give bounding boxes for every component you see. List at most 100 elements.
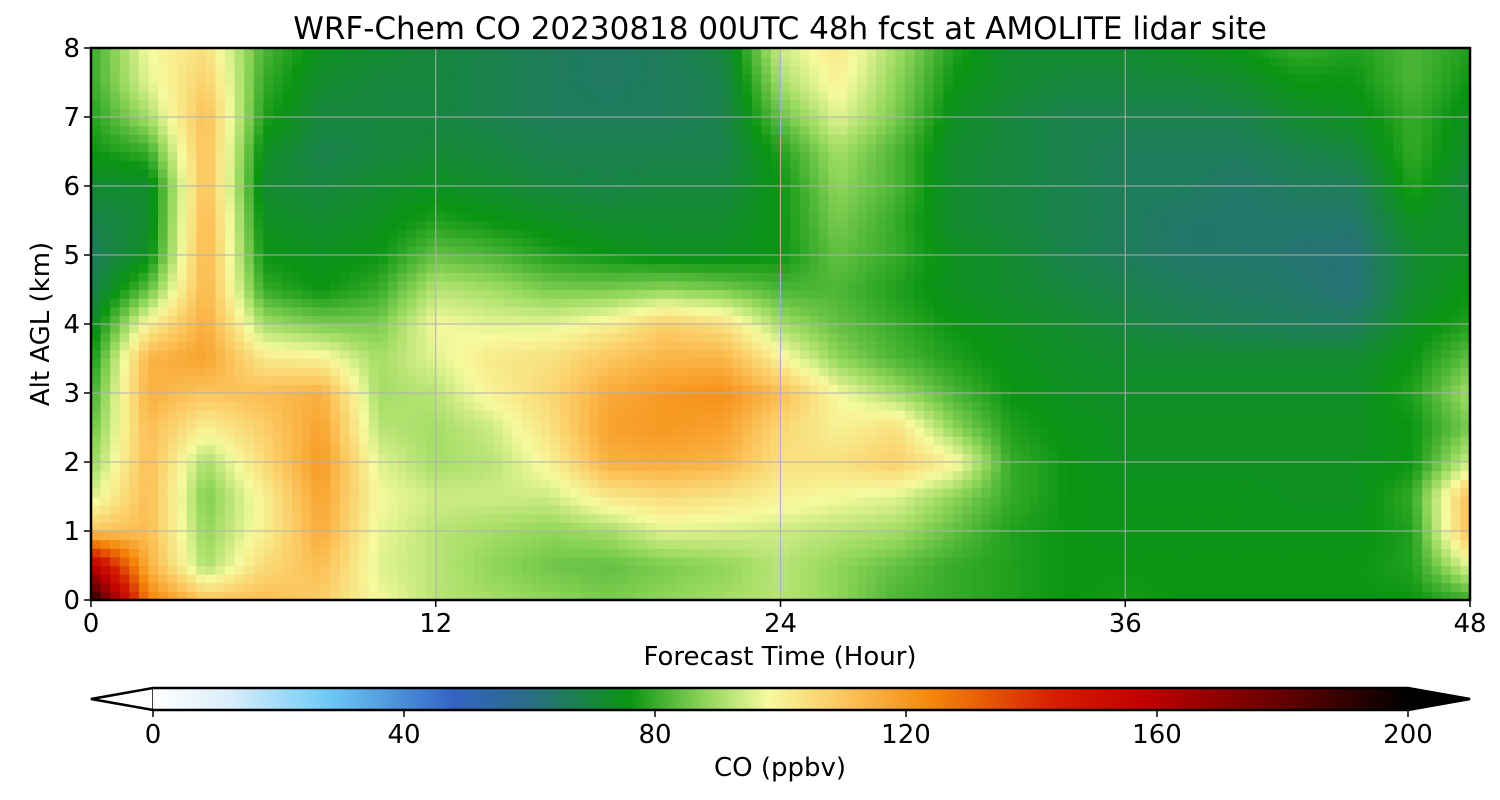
- heatmap-cell: [684, 91, 695, 101]
- heatmap-cell: [474, 522, 485, 532]
- heatmap-cell: [732, 237, 743, 247]
- heatmap-cell: [761, 298, 772, 308]
- heatmap-cell: [177, 332, 188, 342]
- heatmap-cell: [512, 160, 523, 170]
- heatmap-cell: [196, 255, 207, 265]
- heatmap-cell: [368, 108, 379, 118]
- heatmap-cell: [742, 436, 753, 446]
- heatmap-cell: [713, 134, 724, 144]
- heatmap-cell: [158, 306, 169, 316]
- heatmap-cell: [799, 246, 810, 256]
- heatmap-cell: [282, 56, 293, 66]
- heatmap-cell: [828, 470, 839, 480]
- heatmap-cell: [292, 462, 303, 472]
- heatmap-cell: [646, 470, 657, 480]
- heatmap-cell: [234, 99, 245, 109]
- heatmap-cell: [560, 479, 571, 489]
- heatmap-cell: [158, 160, 169, 170]
- heatmap-cell: [100, 565, 111, 575]
- heatmap-cell: [186, 151, 197, 161]
- heatmap-cell: [483, 125, 494, 135]
- heatmap-cell: [761, 470, 772, 480]
- heatmap-cell: [809, 117, 820, 127]
- heatmap-cell: [177, 496, 188, 506]
- heatmap-cell: [196, 134, 207, 144]
- heatmap-cell: [359, 410, 370, 420]
- heatmap-cell: [368, 349, 379, 360]
- heatmap-cell: [474, 151, 485, 161]
- heatmap-cell: [617, 393, 628, 403]
- heatmap-cell: [665, 574, 676, 584]
- heatmap-cell: [483, 444, 494, 454]
- heatmap-cell: [818, 470, 829, 480]
- heatmap-cell: [91, 565, 102, 575]
- heatmap-cell: [569, 418, 580, 429]
- heatmap-cell: [818, 211, 829, 222]
- heatmap-cell: [407, 324, 418, 334]
- heatmap-cell: [339, 418, 351, 429]
- heatmap-cell: [263, 56, 274, 66]
- heatmap-cell: [790, 539, 801, 549]
- heatmap-cell: [531, 539, 542, 549]
- heatmap-cell: [138, 306, 150, 316]
- heatmap-cell: [627, 531, 638, 541]
- heatmap-cell: [636, 436, 648, 446]
- heatmap-cell: [464, 168, 475, 178]
- heatmap-cell: [426, 496, 437, 506]
- heatmap-cell: [713, 384, 724, 394]
- heatmap-cell: [560, 453, 571, 463]
- heatmap-cell: [282, 246, 293, 256]
- heatmap-cell: [541, 315, 552, 325]
- heatmap-cell: [110, 539, 121, 549]
- heatmap-cell: [225, 168, 236, 178]
- heatmap-cell: [521, 462, 533, 472]
- heatmap-cell: [617, 237, 628, 247]
- heatmap-cell: [770, 246, 782, 256]
- heatmap-cell: [732, 375, 743, 385]
- heatmap-cell: [119, 82, 130, 92]
- heatmap-cell: [732, 582, 743, 592]
- heatmap-cell: [339, 99, 351, 109]
- heatmap-cell: [244, 582, 255, 592]
- heatmap-cell: [598, 367, 609, 377]
- heatmap-cell: [426, 168, 437, 178]
- heatmap-cell: [91, 324, 102, 334]
- heatmap-cell: [368, 453, 379, 463]
- heatmap-cell: [656, 82, 667, 92]
- heatmap-cell: [426, 539, 437, 549]
- heatmap-cell: [799, 186, 810, 196]
- heatmap-cell: [225, 125, 236, 135]
- heatmap-cell: [129, 565, 140, 575]
- heatmap-cell: [703, 522, 715, 532]
- heatmap-cell: [445, 203, 456, 213]
- heatmap-cell: [550, 263, 561, 273]
- heatmap-cell: [723, 194, 734, 204]
- heatmap-cell: [282, 453, 293, 463]
- heatmap-cell: [761, 453, 772, 463]
- heatmap-cell: [177, 591, 188, 600]
- heatmap-cell: [531, 229, 542, 239]
- heatmap-cell: [818, 522, 829, 532]
- heatmap-cell: [100, 134, 111, 144]
- heatmap-cell: [483, 332, 494, 342]
- heatmap-cell: [368, 134, 379, 144]
- heatmap-cell: [387, 306, 399, 316]
- heatmap-cell: [483, 565, 494, 575]
- heatmap-cell: [234, 306, 245, 316]
- heatmap-cell: [474, 177, 485, 187]
- heatmap-cell: [339, 91, 351, 101]
- heatmap-cell: [541, 246, 552, 256]
- heatmap-cell: [368, 177, 379, 187]
- heatmap-cell: [320, 160, 332, 170]
- heatmap-cell: [790, 48, 801, 58]
- heatmap-cell: [215, 358, 226, 368]
- heatmap-cell: [617, 470, 628, 480]
- heatmap-cell: [761, 393, 772, 403]
- heatmap-cell: [608, 418, 619, 429]
- heatmap-cell: [378, 539, 389, 549]
- heatmap-cell: [100, 186, 111, 196]
- heatmap-cell: [694, 522, 705, 532]
- heatmap-cell: [732, 513, 743, 523]
- heatmap-cell: [521, 444, 533, 454]
- heatmap-cell: [339, 289, 351, 299]
